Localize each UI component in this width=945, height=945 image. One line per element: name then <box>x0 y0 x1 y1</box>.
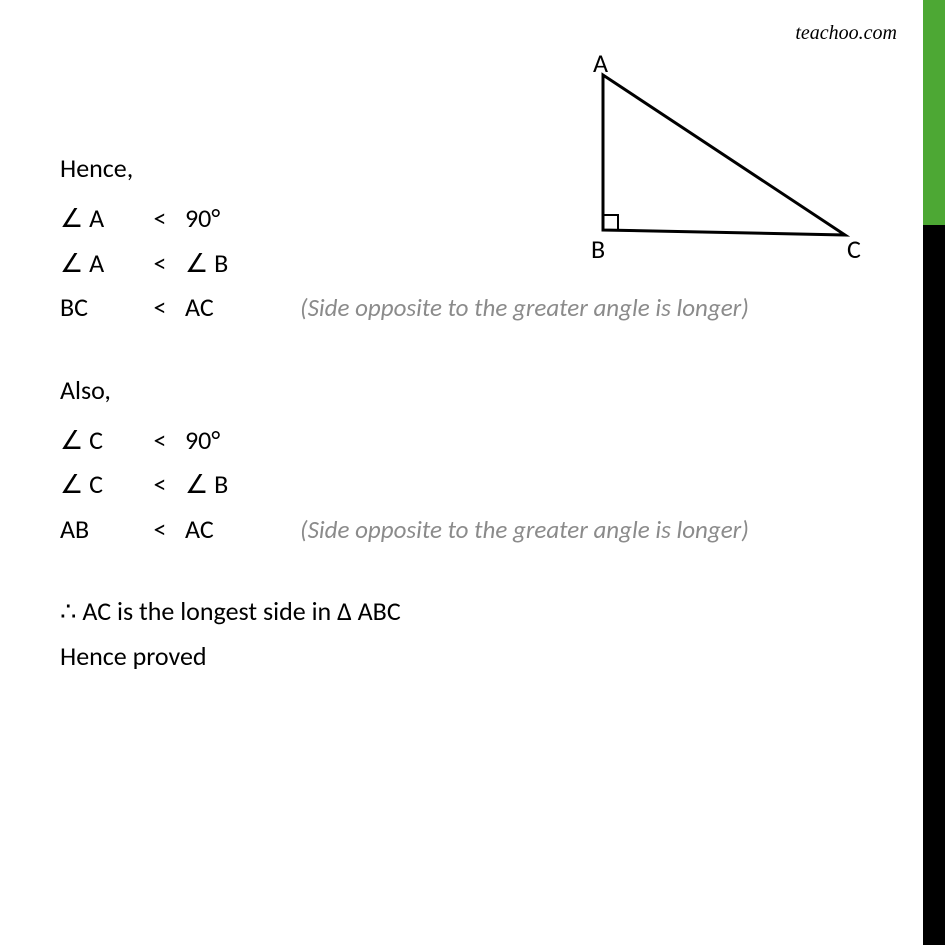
line-rhs: 90° <box>185 200 260 236</box>
sidebar-accent-top <box>923 0 945 225</box>
line-op: < <box>135 466 185 502</box>
conclusion-line: ∴ AC is the longest side in Δ ABC <box>60 593 880 629</box>
line-op: < <box>135 422 185 458</box>
line-op: < <box>135 289 185 325</box>
vertex-label-a: A <box>593 47 608 79</box>
sidebar-accent-bottom <box>923 225 945 945</box>
proof-line: ∠ A < ∠ B <box>60 245 880 281</box>
conclusion-line: Hence proved <box>60 638 880 674</box>
proof-content: Hence, ∠ A < 90° ∠ A < ∠ B BC < AC (Side… <box>60 150 880 682</box>
line-reason: (Side opposite to the greater angle is l… <box>300 290 749 325</box>
line-op: < <box>135 200 185 236</box>
line-lhs: ∠ C <box>60 466 135 502</box>
conclusion-text: ∴ AC is the longest side in Δ ABC <box>60 593 401 629</box>
proof-line: ∠ C < ∠ B <box>60 466 880 502</box>
line-lhs: ∠ C <box>60 422 135 458</box>
conclusion-text: Hence proved <box>60 638 207 674</box>
block2-intro: Also, <box>60 372 880 408</box>
proof-line: BC < AC (Side opposite to the greater an… <box>60 289 880 325</box>
line-reason: (Side opposite to the greater angle is l… <box>300 512 749 547</box>
line-rhs: AC <box>185 289 260 325</box>
line-lhs: BC <box>60 289 135 325</box>
block1-intro: Hence, <box>60 150 880 186</box>
line-rhs: 90° <box>185 422 260 458</box>
proof-line: ∠ A < 90° <box>60 200 880 236</box>
line-lhs: ∠ A <box>60 245 135 281</box>
brand-logo: teachoo.com <box>795 22 897 45</box>
proof-line: AB < AC (Side opposite to the greater an… <box>60 511 880 547</box>
line-lhs: ∠ A <box>60 200 135 236</box>
line-rhs: AC <box>185 511 260 547</box>
proof-line: ∠ C < 90° <box>60 422 880 458</box>
line-rhs: ∠ B <box>185 466 260 502</box>
line-lhs: AB <box>60 511 135 547</box>
line-rhs: ∠ B <box>185 245 260 281</box>
line-op: < <box>135 511 185 547</box>
line-op: < <box>135 245 185 281</box>
